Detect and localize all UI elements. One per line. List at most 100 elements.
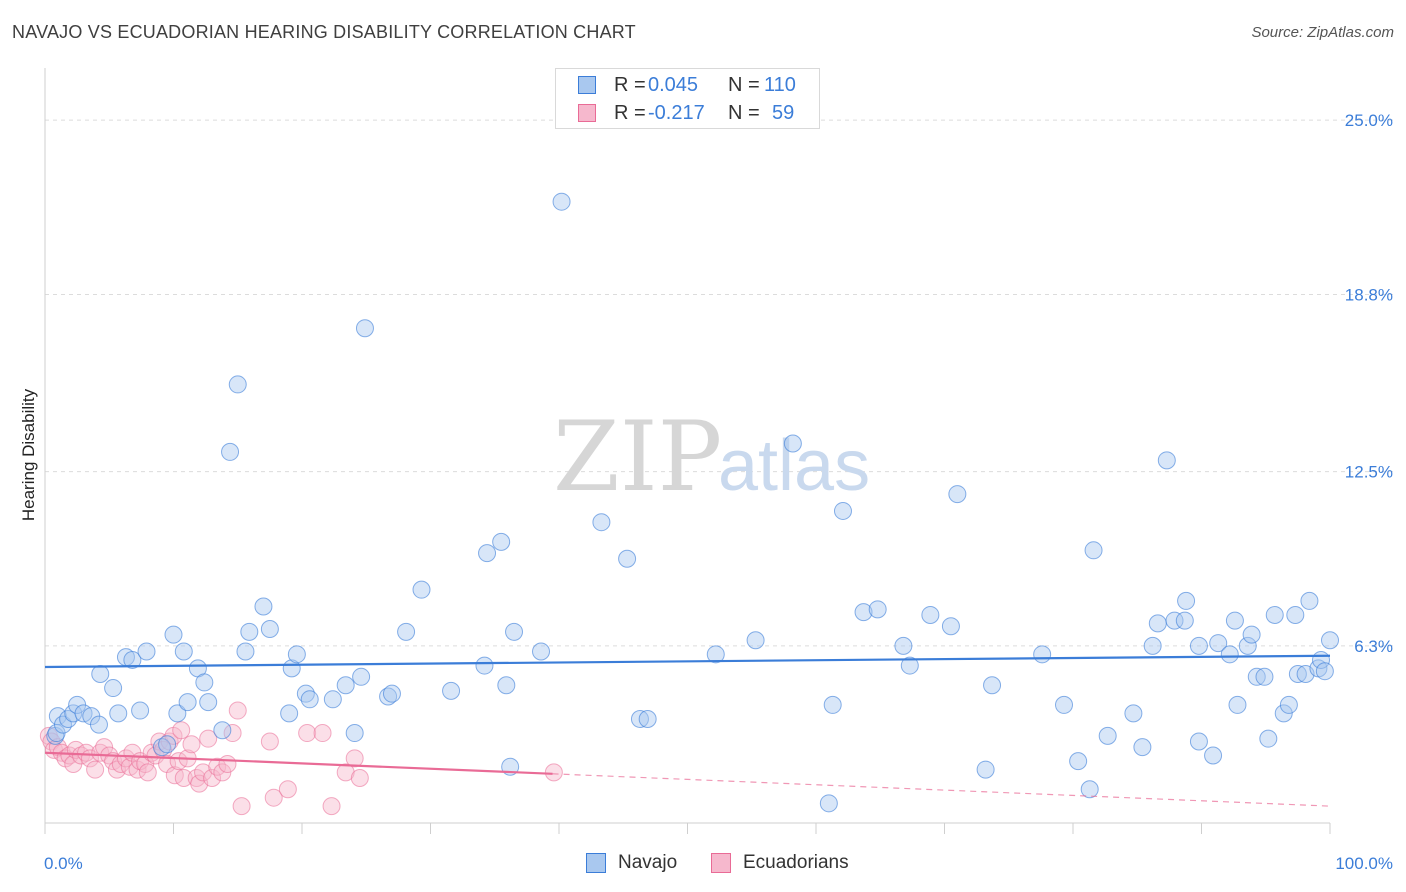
navajo-n-value: 110	[764, 74, 796, 96]
navajo-point-64	[823, 695, 842, 714]
navajo-point-50	[492, 532, 511, 551]
navajo-point-39	[336, 676, 355, 695]
y-tick-label-2: 18.8%	[1345, 285, 1393, 304]
navajo-point-20	[168, 704, 187, 723]
navajo-point-71	[941, 617, 960, 636]
ecuadorian-point-25	[138, 763, 157, 782]
navajo-point-51	[497, 676, 516, 695]
navajo-point-105	[1288, 665, 1307, 683]
ecuadorian-point-51	[264, 788, 283, 807]
navajo-point-48	[475, 656, 494, 675]
navajo-point-12	[109, 704, 128, 723]
navajo-point-33	[280, 704, 299, 723]
navajo-point-24	[195, 673, 214, 692]
ecuadorian-point-49	[232, 797, 251, 816]
navajo-trend-line	[44, 654, 1331, 669]
navajo-point-110	[1315, 662, 1334, 681]
y-tick-label-3: 25.0%	[1345, 111, 1393, 130]
navajo-point-97	[1242, 625, 1261, 644]
navajo-point-56	[592, 513, 611, 532]
navajo-n-label: N =	[728, 74, 760, 96]
navajo-point-3	[53, 715, 72, 734]
trend-lines	[44, 654, 1331, 807]
navajo-point-40	[345, 724, 364, 743]
navajo-point-70	[921, 605, 940, 624]
navajo-point-42	[355, 319, 374, 338]
ecuadorian-trend-extension	[552, 773, 1331, 807]
navajo-point-18	[158, 735, 177, 754]
navajo-point-94	[1225, 611, 1244, 630]
navajo-point-62	[783, 434, 802, 453]
ecuadorian-point-50	[260, 732, 279, 751]
navajo-point-98	[1247, 667, 1266, 686]
navajo-point-27	[221, 442, 240, 461]
navajo-point-53	[505, 622, 524, 641]
ecuadorians-legend-swatch	[711, 853, 731, 873]
ecuadorian-r-label: R =	[614, 102, 646, 124]
navajo-point-100	[1259, 729, 1278, 748]
navajo-r-label: R =	[614, 74, 646, 96]
watermark: ZIP atlas	[553, 401, 870, 513]
navajo-point-107	[1300, 591, 1319, 610]
navajo-legend-swatch	[586, 853, 606, 873]
navajo-points	[46, 192, 1339, 813]
navajo-point-9	[89, 715, 108, 734]
navajo-point-88	[1177, 591, 1196, 610]
navajo-point-102	[1274, 704, 1293, 723]
x-tick-label-0: 0.0%	[44, 854, 83, 873]
navajo-point-111	[1321, 631, 1339, 650]
ecuadorian-point-46	[218, 754, 237, 773]
navajo-point-65	[833, 501, 852, 520]
navajo-point-75	[1033, 645, 1052, 664]
navajo-point-21	[174, 642, 193, 661]
ecuadorian-point-38	[182, 735, 201, 754]
navajo-point-54	[532, 642, 551, 661]
ecuadorian-point-52	[278, 780, 297, 799]
ecuadorian-point-55	[322, 797, 341, 816]
navajo-legend-label: Navajo	[618, 852, 678, 873]
navajo-point-83	[1143, 636, 1162, 655]
ecuadorian-point-54	[313, 724, 332, 743]
ecuadorian-n-value: 59	[772, 102, 795, 124]
navajo-point-30	[240, 622, 259, 641]
navajo-point-96	[1238, 636, 1257, 655]
navajo-point-25	[199, 693, 218, 712]
navajo-point-14	[123, 650, 142, 669]
navajo-point-82	[1133, 738, 1152, 757]
navajo-point-60	[706, 645, 725, 664]
navajo-point-38	[323, 690, 342, 709]
navajo-point-101	[1265, 605, 1284, 624]
ecuadorian-trend-line	[44, 751, 553, 775]
navajo-point-77	[1069, 752, 1088, 771]
navajo-point-99	[1255, 667, 1274, 686]
navajo-r-value: 0.045	[648, 74, 699, 96]
grid-lines	[45, 119, 1395, 647]
ecuadorian-swatch	[578, 104, 596, 122]
ecuadorian-point-41	[194, 763, 213, 782]
navajo-point-85	[1157, 451, 1176, 470]
ecuadorians-legend-label: Ecuadorians	[743, 852, 849, 873]
navajo-point-15	[131, 701, 150, 720]
ecuadorian-point-58	[350, 769, 369, 788]
x-tick-label-1: 100.0%	[1335, 854, 1393, 873]
chart-source: Source: ZipAtlas.com	[1251, 24, 1394, 41]
watermark-atlas: atlas	[718, 426, 870, 506]
navajo-point-72	[948, 485, 967, 504]
y-tick-labels: 6.3% 12.5% 18.8% 25.0%	[1345, 111, 1393, 656]
navajo-point-44	[382, 684, 401, 703]
ecuadorian-point-35	[172, 721, 191, 740]
navajo-point-26	[213, 721, 232, 740]
navajo-point-22	[178, 693, 197, 712]
navajo-point-55	[552, 192, 571, 211]
y-tick-label-1: 12.5%	[1345, 463, 1393, 482]
navajo-point-74	[983, 676, 1002, 695]
navajo-point-17	[152, 738, 171, 757]
navajo-point-32	[260, 620, 279, 639]
navajo-point-73	[976, 760, 995, 779]
series-legend: Navajo Ecuadorians	[0, 851, 1406, 879]
x-tick-labels: 0.0% 100.0%	[44, 854, 1393, 873]
navajo-point-81	[1124, 704, 1143, 723]
navajo-point-78	[1080, 780, 1099, 799]
legend-row-ecuadorian: R = -0.217 N = 59	[556, 100, 819, 128]
